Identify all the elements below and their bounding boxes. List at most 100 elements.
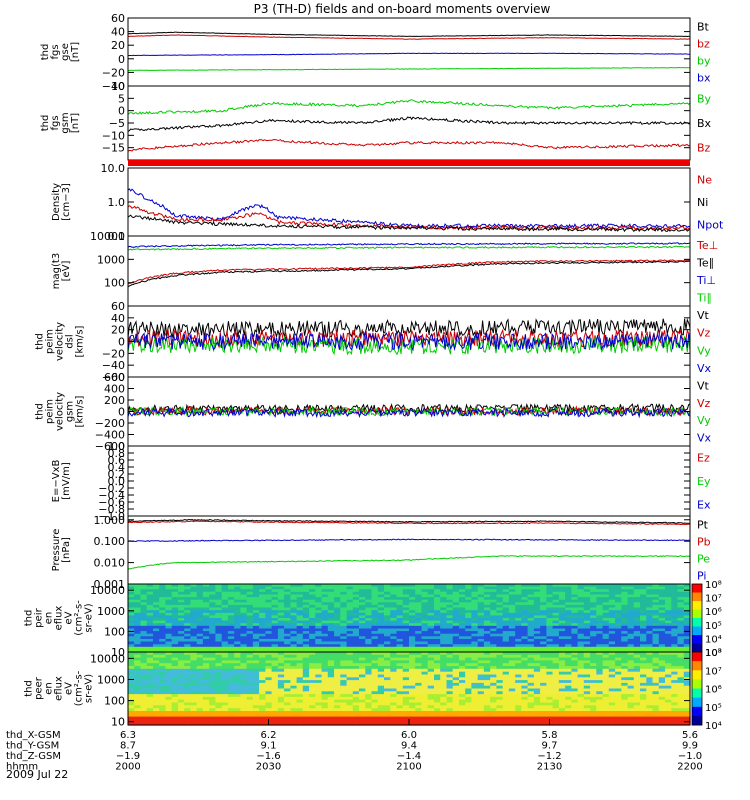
- y-tick-label: −0.6: [98, 496, 125, 509]
- y-tick-label: −15: [102, 142, 125, 155]
- colorbar-tick-label: 10⁵: [705, 621, 722, 632]
- x-tick-label: 2030: [256, 762, 281, 773]
- colorbar-tick-label: 10⁸: [705, 580, 722, 591]
- colorbar-tick-label: 10⁶: [705, 685, 722, 696]
- legend-Vy: Vy: [697, 414, 711, 427]
- series-Ti⊥: [127, 242, 691, 248]
- y-tick-label: 10000: [90, 230, 125, 243]
- y-tick-label: 10: [111, 646, 125, 659]
- y-tick-label: 1.000: [94, 514, 126, 527]
- series-bx: [127, 52, 690, 57]
- panel-frame: [127, 515, 691, 585]
- y-tick-label: −5: [109, 117, 125, 130]
- series-Bx: [127, 116, 691, 132]
- panel-pressure: 1.000 0.100 0.010 0.001 Pressure[nPa] Pt Pb Pe P…: [51, 514, 711, 591]
- y-tick-label: 0: [118, 336, 125, 349]
- y-tick-label: 10000: [90, 584, 125, 597]
- x-tick-label: −1.9: [116, 751, 140, 762]
- series-Pt: [127, 518, 691, 524]
- colorbar-tick-label: 10³: [705, 648, 722, 659]
- panel-frame: [127, 17, 691, 87]
- y-tick-label: 20: [111, 324, 125, 337]
- y-tick-label: 0.8: [108, 447, 126, 460]
- legend-Te⊥: Te⊥: [696, 239, 718, 252]
- y-tick-label: 1.0: [108, 440, 126, 453]
- spectrogram-peer_eflux: [128, 652, 691, 726]
- legend-bz: bz: [697, 38, 710, 51]
- x-row-name: hhmm: [6, 762, 38, 773]
- y-tick-label: 0.6: [108, 454, 126, 467]
- legend-Vz: Vz: [697, 327, 711, 340]
- series-Npot: [127, 188, 691, 229]
- series-Ti∥: [127, 245, 691, 251]
- legend-Te∥: Te∥: [696, 256, 714, 269]
- date-label: 2009 Jul 22: [6, 768, 68, 781]
- x-tick-label: 6.3: [120, 730, 136, 741]
- x-tick-label: 2130: [537, 762, 562, 773]
- spectrogram-peir_eflux: [128, 584, 691, 653]
- legend-Vx: Vx: [697, 362, 712, 375]
- panel-frame: [127, 85, 691, 161]
- x-tick-label: 5.6: [682, 730, 698, 741]
- y-tick-label: 1.0: [108, 196, 126, 209]
- y-tick-label: 1000: [97, 605, 125, 618]
- y-tick-label: 0.4: [108, 461, 126, 474]
- separator-band: [128, 160, 690, 166]
- y-tick-label: −40: [102, 80, 125, 93]
- y-tick-label: 100: [104, 277, 125, 290]
- x-tick-label: 9.9: [682, 741, 698, 752]
- y-axis-label: mag(t3[eV]: [51, 253, 72, 289]
- y-tick-label: 5: [118, 92, 125, 105]
- y-tick-label: 1000: [97, 253, 125, 266]
- legend-Pt: Pt: [697, 519, 709, 532]
- legend-bx: bx: [697, 72, 711, 85]
- y-tick-label: 100: [104, 695, 125, 708]
- x-tick-label: 2100: [396, 762, 421, 773]
- y-tick-label: 10000: [90, 652, 125, 665]
- y-tick-label: 0: [118, 406, 125, 419]
- y-tick-label: 20: [111, 39, 125, 52]
- y-tick-label: −40: [102, 359, 125, 372]
- y-axis-label: E=−VxB[mV/m]: [51, 460, 72, 503]
- series-Te∥: [127, 260, 691, 288]
- y-tick-label: 0.010: [94, 557, 126, 570]
- y-axis-label: thdfgsgse[nT]: [40, 42, 81, 62]
- y-tick-label: −10: [102, 129, 125, 142]
- x-tick-label: 9.1: [261, 741, 277, 752]
- panel-peir_eflux: 10⁸ 10⁷ 10⁶ 10⁵ 10⁴ 10³ 10000 1000 100 10 thdpeire…: [24, 580, 722, 659]
- y-tick-label: 1000: [97, 674, 125, 687]
- legend-Bx: Bx: [697, 117, 712, 130]
- y-tick-label: 0.001: [94, 578, 126, 591]
- y-axis-label: thdpeirenefluxeV(cm²-s-sr-eV): [24, 600, 95, 636]
- series-Bz: [127, 138, 691, 152]
- x-tick-label: 6.2: [261, 730, 277, 741]
- colorbar-tick-label: 10⁴: [705, 634, 722, 645]
- y-axis-label: thdfgsgsm[nT]: [40, 112, 81, 133]
- legend-Vy: Vy: [697, 344, 711, 357]
- x-tick-label: 2000: [115, 762, 140, 773]
- y-tick-label: −0.2: [98, 482, 125, 495]
- legend-Vx: Vx: [697, 431, 712, 444]
- x-row-name: thd_X-GSM: [6, 730, 61, 741]
- legend-Npot: Npot: [697, 219, 724, 232]
- y-tick-label: −0.4: [98, 489, 125, 502]
- y-axis-label: Pressure[nPa]: [51, 529, 72, 572]
- y-axis-label: thdpeimvelocitydsl[km/s]: [35, 322, 86, 361]
- x-tick-label: 5.8: [542, 730, 558, 741]
- legend-Ti⊥: Ti⊥: [696, 274, 716, 287]
- colorbar-tick-label: 10⁷: [705, 666, 722, 677]
- y-tick-label: 0.100: [94, 535, 126, 548]
- y-tick-label: 100: [104, 625, 125, 638]
- y-tick-label: −400: [95, 429, 125, 442]
- colorbar-tick-label: 10⁶: [705, 607, 722, 618]
- y-tick-label: 0: [118, 105, 125, 118]
- legend-Bt: Bt: [697, 21, 710, 34]
- x-tick-label: 2200: [677, 762, 702, 773]
- legend-Ey: Ey: [697, 475, 711, 488]
- x-tick-label: 8.7: [120, 741, 136, 752]
- legend-By: By: [697, 92, 712, 105]
